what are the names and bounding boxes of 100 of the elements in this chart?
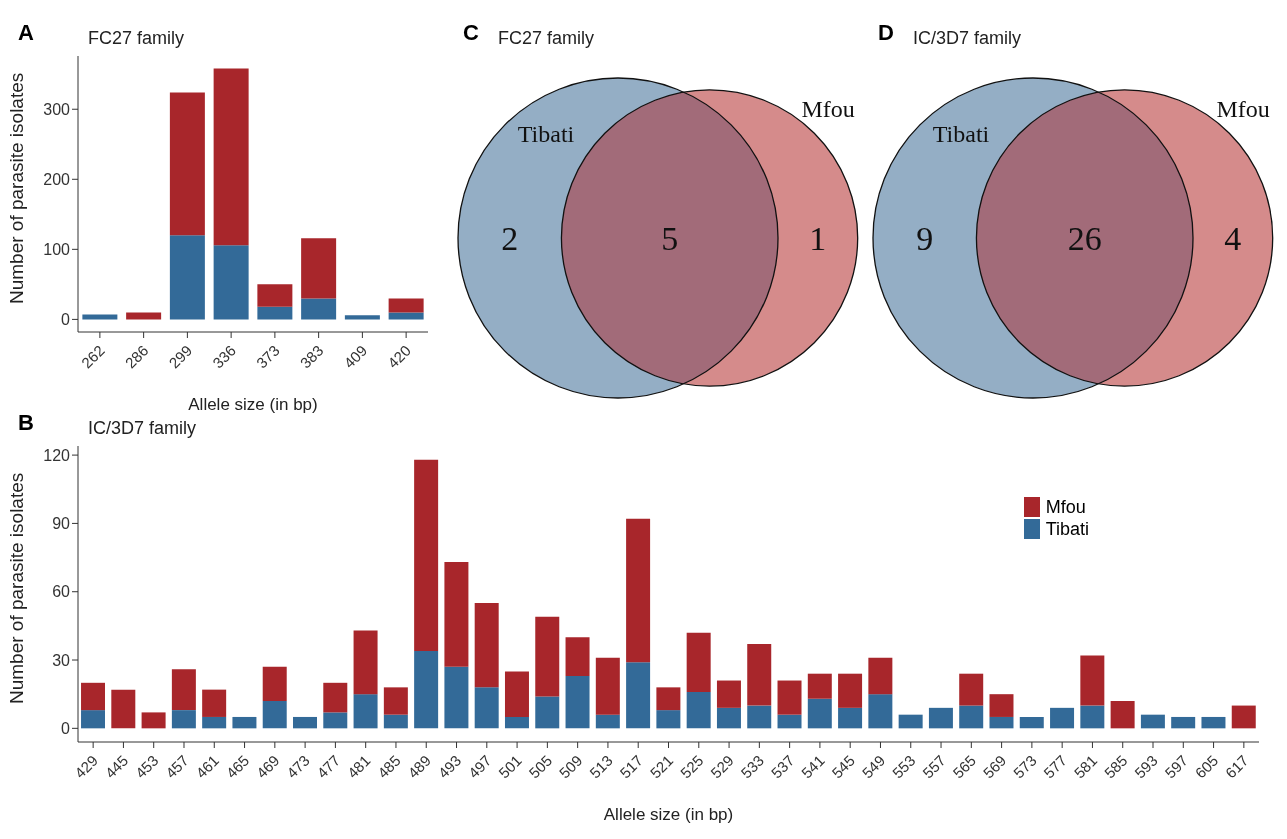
text: D — [878, 20, 894, 46]
x-tick-label: 481 — [343, 751, 374, 782]
category-label: Mfou — [1216, 95, 1270, 122]
data-label: 2 — [501, 220, 519, 257]
x-tick-label: 597 — [1161, 751, 1192, 782]
bar — [838, 673, 863, 708]
bar — [1140, 714, 1165, 729]
bar — [807, 698, 832, 729]
x-tick-label: 383 — [296, 341, 327, 372]
bar — [301, 238, 337, 299]
bar — [474, 687, 499, 729]
bar — [444, 666, 469, 729]
data-label: 4 — [1224, 220, 1242, 257]
text: A — [18, 20, 34, 46]
bar — [656, 710, 681, 729]
x-tick-label: 493 — [434, 751, 465, 782]
bar — [989, 694, 1014, 717]
x-tick-label: 457 — [162, 751, 192, 782]
bar — [1080, 705, 1105, 729]
bar — [323, 682, 348, 713]
bar — [414, 650, 439, 729]
bar — [868, 694, 893, 729]
bar — [383, 687, 408, 715]
bar — [353, 630, 378, 695]
bar — [777, 714, 802, 729]
bar — [169, 92, 205, 236]
bar — [171, 710, 196, 729]
x-tick-label: 521 — [646, 751, 677, 782]
bar — [111, 689, 136, 729]
x-tick-label: 469 — [252, 751, 283, 782]
x-axis-title: Allele size (in bp) — [188, 395, 318, 414]
bar — [444, 562, 469, 667]
x-tick-label: 505 — [525, 751, 556, 782]
bar — [959, 673, 984, 706]
x-tick-label: 513 — [585, 751, 616, 782]
x-tick-label: 605 — [1191, 751, 1222, 782]
bar — [868, 657, 893, 695]
bar — [323, 712, 348, 729]
x-tick-label: 501 — [495, 751, 525, 782]
bar — [989, 716, 1014, 729]
bar — [213, 245, 249, 320]
bar — [262, 701, 287, 729]
bar — [414, 459, 439, 651]
x-tick-label: 533 — [737, 751, 768, 782]
bar — [928, 707, 953, 729]
x-tick-label: 461 — [192, 751, 223, 782]
x-tick-label: 453 — [131, 751, 162, 782]
bar — [565, 675, 590, 729]
x-tick-label: 581 — [1070, 751, 1101, 782]
x-tick-label: 465 — [222, 751, 253, 782]
bar — [81, 682, 106, 711]
x-tick-label: 299 — [165, 341, 196, 372]
y-tick-label: 0 — [61, 720, 71, 738]
x-tick-label: 549 — [858, 751, 889, 782]
text: IC/3D7 family — [913, 28, 1022, 49]
bar — [565, 637, 590, 676]
bar — [807, 673, 832, 699]
x-tick-label: 565 — [949, 751, 980, 782]
x-tick-label: 525 — [676, 751, 707, 782]
category-label: Tibati — [517, 121, 575, 147]
x-tick-label: 373 — [252, 341, 283, 372]
bar — [126, 312, 162, 320]
x-tick-label: 593 — [1131, 751, 1161, 782]
bar — [504, 716, 529, 729]
bar — [213, 68, 249, 246]
bar — [1201, 716, 1226, 729]
bar — [595, 657, 620, 715]
text: C — [463, 20, 479, 46]
bar — [686, 691, 711, 729]
bar — [626, 662, 651, 729]
bar — [232, 716, 257, 729]
x-tick-label: 489 — [404, 751, 435, 782]
bar — [504, 671, 529, 717]
bar — [388, 298, 424, 313]
x-tick-label: 537 — [767, 751, 798, 782]
bar — [656, 687, 681, 711]
legend-label: Mfou — [1044, 496, 1087, 518]
bar — [777, 680, 802, 715]
bar — [202, 689, 227, 717]
bar — [959, 705, 984, 729]
data-label: 1 — [809, 220, 827, 257]
bar — [171, 669, 196, 711]
bar — [626, 518, 651, 663]
category-label: Tibati — [932, 121, 990, 147]
x-tick-label: 617 — [1221, 751, 1252, 782]
legend-label: Tibati — [1044, 518, 1089, 540]
x-tick-label: 573 — [1009, 751, 1040, 782]
bar — [747, 644, 772, 706]
data-label: 5 — [661, 220, 679, 257]
bar — [898, 714, 923, 729]
y-tick-label: 300 — [43, 100, 71, 118]
bar — [1080, 655, 1105, 706]
bar — [595, 714, 620, 729]
bar — [257, 306, 293, 320]
x-tick-label: 497 — [464, 751, 495, 782]
chart-title: IC/3D7 family — [88, 418, 197, 439]
x-tick-label: 473 — [283, 751, 313, 782]
bar — [716, 707, 741, 729]
y-tick-label: 60 — [52, 583, 71, 601]
chart-title: FC27 family — [88, 28, 185, 49]
